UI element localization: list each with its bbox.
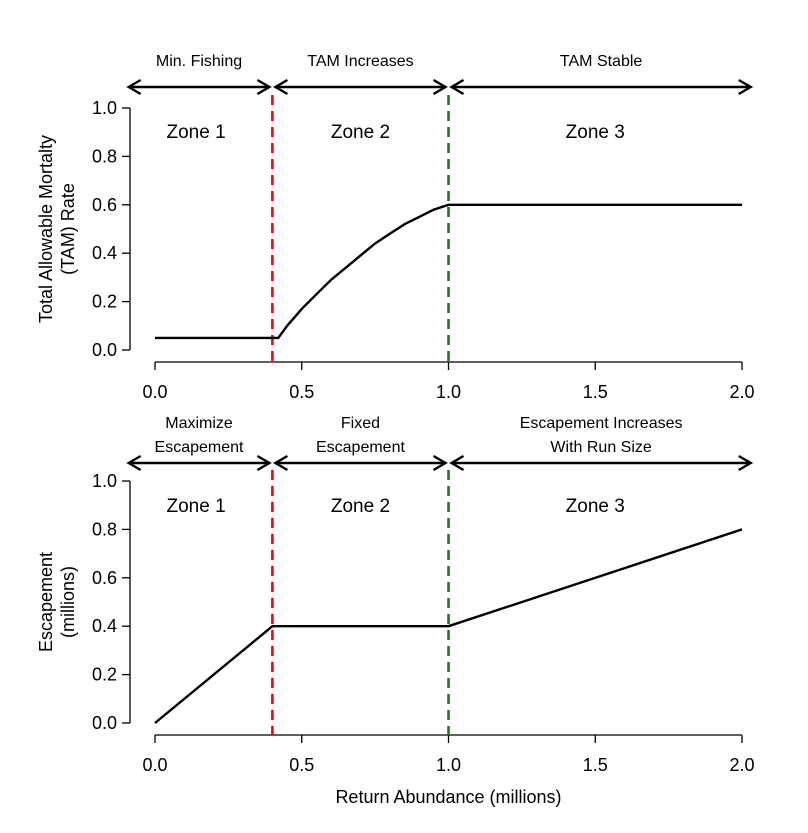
panel2-y-tick-label: 0.2 <box>92 665 117 685</box>
panel2-x-axis-title: Return Abundance (millions) <box>335 787 561 807</box>
panel1-y-axis-title: (TAM) Rate <box>58 183 78 275</box>
panel1-arrow-label-1: Min. Fishing <box>156 53 242 70</box>
panel2-arrow-label-1: Escapement <box>155 439 244 456</box>
panel2-x-tick-label: 1.5 <box>583 755 608 775</box>
panel2-y-axis-title: (millions) <box>58 566 78 638</box>
panel2-y-tick-label: 0.4 <box>92 616 117 636</box>
panel1-zone-label-1: Zone 1 <box>167 122 226 143</box>
panel1-arrow-head-right-2 <box>432 78 448 96</box>
panel1-arrow-head-left-2 <box>273 78 289 96</box>
panel2-arrow-head-left-3 <box>449 454 465 472</box>
panel1-arrow-head-right-1 <box>256 78 272 96</box>
panel1-series-line <box>155 203 742 340</box>
panel2-arrow-label-3: With Run Size <box>550 439 651 456</box>
panel2-arrow-head-left-1 <box>126 454 142 472</box>
panel2-x-tick-label: 1.0 <box>436 755 461 775</box>
panel1-zone-label-2: Zone 2 <box>331 122 390 143</box>
panel2-arrow-label-2: Fixed <box>341 415 380 432</box>
panel2-arrow-head-left-2 <box>273 454 289 472</box>
panel1-y-axis-title: Total Allowable Mortalty <box>36 135 56 323</box>
panel2-x-tick-label: 0.5 <box>289 755 314 775</box>
panel2-y-tick-label: 0.6 <box>92 568 117 588</box>
panel2-zone-label-2: Zone 2 <box>331 496 390 517</box>
panel1-arrow-label-2: TAM Increases <box>307 53 413 70</box>
panel2-arrow-head-right-2 <box>432 454 448 472</box>
panel1-arrow-head-right-3 <box>738 78 754 96</box>
panel1-x-tick-label: 1.5 <box>583 382 608 402</box>
panel2-arrow-head-right-1 <box>256 454 272 472</box>
panel1-x-tick-label: 0.0 <box>142 382 167 402</box>
panel1-y-tick-label: 0.0 <box>92 340 117 360</box>
panel1-y-tick-label: 0.6 <box>92 195 117 215</box>
panel1-y-tick-label: 0.8 <box>92 146 117 166</box>
panel1-y-tick-label: 0.2 <box>92 292 117 312</box>
panel2-zone-label-3: Zone 3 <box>566 496 625 517</box>
panel2-arrow-head-right-3 <box>738 454 754 472</box>
panel2-arrow-label-3: Escapement Increases <box>520 415 683 432</box>
panel1-x-tick-label: 2.0 <box>729 382 754 402</box>
panel1-y-tick-label: 1.0 <box>92 98 117 118</box>
panel2-arrow-label-1: Maximize <box>165 415 233 432</box>
panel2-x-tick-label: 2.0 <box>729 755 754 775</box>
panel2-y-axis-title: Escapement <box>36 552 56 652</box>
panel2-series-line <box>154 528 743 724</box>
panel1-zone-label-3: Zone 3 <box>566 122 625 143</box>
panel2-zone-label-1: Zone 1 <box>167 496 226 517</box>
panel2-y-tick-label: 0.8 <box>92 519 117 539</box>
panel1-x-tick-label: 1.0 <box>436 382 461 402</box>
panel1-arrow-head-left-3 <box>449 78 465 96</box>
panel1-arrow-head-left-1 <box>126 78 142 96</box>
panel2-y-tick-label: 1.0 <box>92 471 117 491</box>
panel2-y-tick-label: 0.0 <box>92 713 117 733</box>
panel1-y-tick-label: 0.4 <box>92 243 117 263</box>
panel1-arrow-label-3: TAM Stable <box>560 53 643 70</box>
panel2-x-tick-label: 0.0 <box>142 755 167 775</box>
panel2-arrow-label-2: Escapement <box>316 439 405 456</box>
panel1-x-tick-label: 0.5 <box>289 382 314 402</box>
